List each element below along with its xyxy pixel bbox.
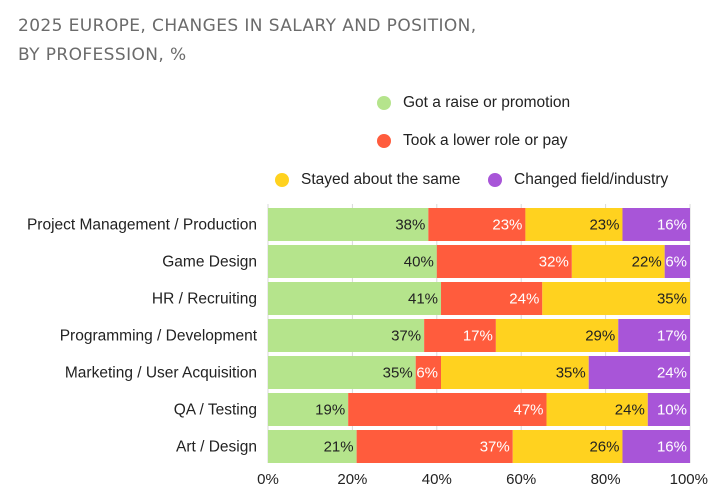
bar-segment bbox=[415, 356, 442, 389]
bar-segment bbox=[588, 356, 690, 389]
bar-value-label: 6% bbox=[416, 365, 438, 382]
bar-value-label: 17% bbox=[463, 328, 493, 345]
legend-label-raise: Got a raise or promotion bbox=[403, 94, 571, 111]
bar-segment bbox=[268, 356, 416, 389]
legend-swatch-lower bbox=[377, 134, 391, 148]
bar-segment bbox=[571, 245, 665, 278]
x-tick-label: 80% bbox=[591, 471, 621, 488]
bar-value-label: 41% bbox=[408, 291, 438, 308]
chart-title-line-2: BY PROFESSION, % bbox=[18, 45, 187, 65]
legend-item-lower: Took a lower role or pay bbox=[377, 130, 568, 152]
category-label: HR / Recruiting bbox=[152, 291, 257, 308]
bar-value-label: 29% bbox=[585, 328, 615, 345]
bar-value-label: 23% bbox=[589, 217, 619, 234]
bar-segment bbox=[525, 208, 623, 241]
bar-segment bbox=[348, 393, 547, 426]
bar-segment bbox=[622, 430, 690, 463]
legend-swatch-raise bbox=[377, 96, 391, 110]
bar-value-label: 10% bbox=[657, 402, 687, 419]
legend-label-lower: Took a lower role or pay bbox=[403, 132, 568, 149]
bar-segment bbox=[268, 393, 349, 426]
legend-item-changed: Changed field/industry bbox=[488, 169, 668, 191]
bar-value-label: 32% bbox=[539, 254, 569, 271]
bar-value-label: 26% bbox=[589, 439, 619, 456]
x-tick-label: 0% bbox=[257, 471, 279, 488]
bar-segment bbox=[268, 319, 425, 352]
bar-value-label: 23% bbox=[492, 217, 522, 234]
bar-segment bbox=[268, 245, 437, 278]
bar-segment bbox=[428, 208, 526, 241]
bar-segment bbox=[542, 282, 690, 315]
bar-segment bbox=[618, 319, 690, 352]
bar-segment bbox=[622, 208, 690, 241]
bar-segment bbox=[424, 319, 496, 352]
x-tick-label: 40% bbox=[422, 471, 452, 488]
bar-value-label: 19% bbox=[315, 402, 345, 419]
bar-value-label: 24% bbox=[509, 291, 539, 308]
bar-segment bbox=[268, 430, 357, 463]
bar-segment bbox=[268, 208, 429, 241]
bar-segment bbox=[495, 319, 619, 352]
category-label: Project Management / Production bbox=[27, 217, 257, 234]
bar-value-label: 6% bbox=[665, 254, 687, 271]
bar-value-label: 22% bbox=[632, 254, 662, 271]
legend-item-same: Stayed about the same bbox=[275, 169, 460, 191]
bar-value-label: 17% bbox=[657, 328, 687, 345]
bar-segment bbox=[647, 393, 690, 426]
bar-value-label: 47% bbox=[513, 402, 543, 419]
category-label: Art / Design bbox=[176, 439, 257, 456]
category-label: Marketing / User Acquisition bbox=[65, 365, 257, 382]
bar-value-label: 35% bbox=[657, 291, 687, 308]
category-label: Game Design bbox=[162, 254, 257, 271]
bar-value-label: 16% bbox=[657, 439, 687, 456]
bar-value-label: 24% bbox=[657, 365, 687, 382]
legend-item-raise: Got a raise or promotion bbox=[377, 92, 570, 114]
bar-value-label: 24% bbox=[615, 402, 645, 419]
bar-value-label: 37% bbox=[391, 328, 421, 345]
x-tick-label: 20% bbox=[337, 471, 367, 488]
bar-segment bbox=[268, 282, 442, 315]
bar-value-label: 21% bbox=[324, 439, 354, 456]
legend-swatch-same bbox=[275, 173, 289, 187]
bar-segment bbox=[664, 245, 690, 278]
x-tick-label: 100% bbox=[670, 471, 708, 488]
bar-value-label: 35% bbox=[383, 365, 413, 382]
bar-segment bbox=[356, 430, 513, 463]
bar-segment bbox=[441, 282, 543, 315]
bar-value-label: 40% bbox=[404, 254, 434, 271]
bar-value-label: 16% bbox=[657, 217, 687, 234]
x-tick-label: 60% bbox=[506, 471, 536, 488]
bar-value-label: 35% bbox=[556, 365, 586, 382]
bar-value-label: 38% bbox=[395, 217, 425, 234]
chart-title: 2025 EUROPE, CHANGES IN SALARY AND POSIT… bbox=[18, 12, 477, 70]
category-label: Programming / Development bbox=[60, 328, 258, 345]
bar-segment bbox=[512, 430, 623, 463]
bar-segment bbox=[441, 356, 589, 389]
bar-segment bbox=[546, 393, 648, 426]
legend-swatch-changed bbox=[488, 173, 502, 187]
legend-label-changed: Changed field/industry bbox=[514, 171, 669, 188]
bar-segment bbox=[436, 245, 572, 278]
legend-label-same: Stayed about the same bbox=[301, 171, 461, 188]
category-label: QA / Testing bbox=[174, 402, 257, 419]
chart-title-line-1: 2025 EUROPE, CHANGES IN SALARY AND POSIT… bbox=[18, 16, 477, 36]
bar-value-label: 37% bbox=[480, 439, 510, 456]
